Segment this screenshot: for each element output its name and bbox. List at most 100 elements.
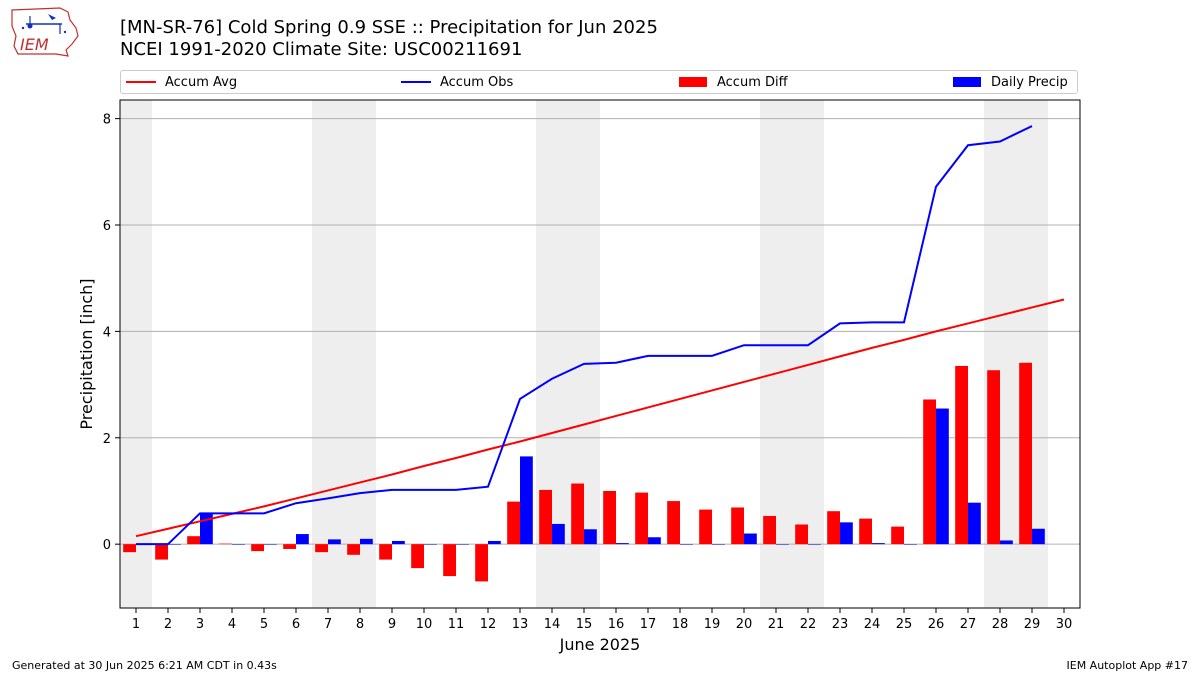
accum-diff-bar <box>123 544 136 553</box>
daily-precip-bar <box>232 544 245 545</box>
weekend-band <box>120 100 152 608</box>
daily-precip-bar <box>424 544 437 545</box>
daily-precip-bar <box>360 538 373 545</box>
x-tick-label: 12 <box>480 617 497 632</box>
x-tick-label: 2 <box>164 617 172 632</box>
x-tick-label: 7 <box>324 617 332 632</box>
daily-precip-bar <box>392 540 405 545</box>
y-tick-label: 0 <box>103 538 111 553</box>
accum-diff-bar <box>251 544 264 552</box>
logo-text: IEM <box>20 35 49 54</box>
accum-diff-bar <box>475 544 488 582</box>
footer-generated: Generated at 30 Jun 2025 6:21 AM CDT in … <box>12 659 277 672</box>
x-tick-label: 20 <box>736 617 753 632</box>
daily-precip-bar <box>1000 540 1013 545</box>
y-axis-label: Precipitation [inch] <box>77 278 96 429</box>
accum-diff-bar <box>411 544 424 569</box>
accum-diff-bar <box>859 518 872 545</box>
y-tick-label: 8 <box>103 113 111 128</box>
x-tick-label: 17 <box>640 617 657 632</box>
x-tick-label: 28 <box>992 617 1009 632</box>
legend-swatch-accum-obs <box>401 81 431 83</box>
chart-title: [MN-SR-76] Cold Spring 0.9 SSE :: Precip… <box>120 17 658 61</box>
x-tick-label: 24 <box>864 617 881 632</box>
title-line-1: [MN-SR-76] Cold Spring 0.9 SSE :: Precip… <box>120 17 658 38</box>
footer-app: IEM Autoplot App #17 <box>1066 659 1189 672</box>
accum-obs-line <box>136 125 1033 546</box>
x-tick-label: 18 <box>672 617 689 632</box>
accum-diff-bar <box>667 501 680 545</box>
x-tick-label: 6 <box>292 617 300 632</box>
daily-precip-bar <box>904 544 917 545</box>
daily-precip-bar <box>552 523 565 545</box>
accum-diff-bar <box>763 515 776 545</box>
title-line-2: NCEI 1991-2020 Climate Site: USC00211691 <box>120 39 523 60</box>
accum-diff-bar <box>827 511 840 545</box>
daily-precip-bar <box>264 544 277 545</box>
accum-diff-bar <box>315 544 328 553</box>
legend-item-daily-precip: Daily Precip <box>953 74 1068 90</box>
y-tick-label: 2 <box>103 432 111 447</box>
iowa-map-logo-icon: IEM <box>11 7 79 57</box>
x-tick-label: 4 <box>228 617 236 632</box>
x-tick-label: 14 <box>544 617 561 632</box>
accum-diff-bar <box>283 544 296 549</box>
x-tick-label: 30 <box>1056 617 1073 632</box>
daily-precip-bar <box>520 456 533 545</box>
legend-swatch-accum-diff <box>679 77 707 87</box>
weekend-band <box>312 100 376 608</box>
accum-diff-bar <box>219 543 232 545</box>
accum-diff-bar <box>379 544 392 560</box>
daily-precip-bar <box>584 529 597 545</box>
x-tick-label: 1 <box>132 617 140 632</box>
x-tick-label: 26 <box>928 617 945 632</box>
daily-precip-bar <box>648 537 661 545</box>
iem-logo: IEM <box>8 6 80 60</box>
daily-precip-bar <box>456 544 469 545</box>
accum-diff-bar <box>923 399 936 545</box>
legend-swatch-daily-precip <box>953 77 981 87</box>
x-tick-label: 27 <box>960 617 977 632</box>
x-tick-label: 11 <box>448 617 465 632</box>
x-tick-label: 10 <box>416 617 433 632</box>
x-tick-label: 23 <box>832 617 849 632</box>
legend-label-daily-precip: Daily Precip <box>991 74 1068 90</box>
legend-label-accum-obs: Accum Obs <box>440 74 514 90</box>
accum-diff-bar <box>187 536 200 545</box>
accum-diff-bar <box>635 492 648 545</box>
accum-diff-bar <box>571 483 584 545</box>
legend-item-accum-obs: Accum Obs <box>401 74 513 90</box>
accum-diff-bar <box>699 509 712 545</box>
x-tick-label: 9 <box>388 617 396 632</box>
legend-item-accum-avg: Accum Avg <box>126 74 237 90</box>
x-tick-label: 15 <box>576 617 593 632</box>
accum-diff-bar <box>603 490 616 545</box>
legend: Accum Avg Accum Obs Accum Diff Daily Pre… <box>120 70 1078 94</box>
daily-precip-bar <box>808 544 821 545</box>
daily-precip-bar <box>616 543 629 545</box>
daily-precip-bar <box>680 544 693 545</box>
daily-precip-bar <box>1032 528 1045 545</box>
accum-diff-bar <box>731 507 744 545</box>
accum-diff-bar <box>955 365 968 545</box>
accum-diff-bar <box>1019 362 1032 545</box>
x-tick-label: 8 <box>356 617 364 632</box>
y-tick-label: 6 <box>103 219 111 234</box>
accum-diff-bar <box>155 544 168 560</box>
daily-precip-bar <box>936 408 949 545</box>
accum-diff-bar <box>507 501 520 545</box>
legend-swatch-accum-avg <box>126 81 156 83</box>
legend-item-accum-diff: Accum Diff <box>679 74 788 90</box>
daily-precip-bar <box>488 540 501 545</box>
legend-label-accum-avg: Accum Avg <box>165 74 238 90</box>
accum-diff-bar <box>891 526 904 545</box>
daily-precip-bar <box>296 534 309 545</box>
x-tick-label: 16 <box>608 617 625 632</box>
x-axis-label: June 2025 <box>559 635 641 654</box>
daily-precip-bar <box>776 544 789 545</box>
daily-precip-bar <box>840 522 853 545</box>
daily-precip-bar <box>328 539 341 545</box>
accum-diff-bar <box>539 489 552 545</box>
y-tick-label: 4 <box>103 325 111 340</box>
